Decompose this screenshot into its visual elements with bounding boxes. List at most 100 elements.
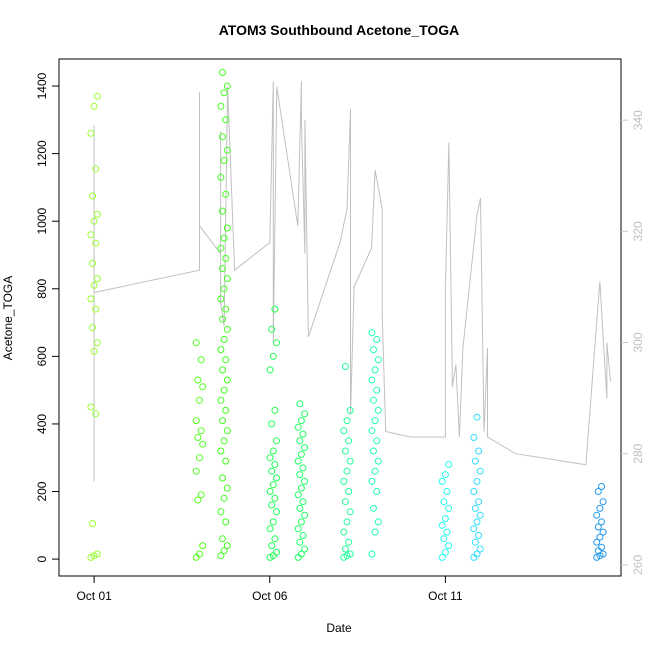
data-point bbox=[223, 376, 231, 384]
data-point bbox=[475, 447, 483, 455]
data-point bbox=[371, 467, 379, 475]
data-point bbox=[197, 427, 205, 435]
data-point bbox=[440, 498, 448, 506]
data-point bbox=[471, 457, 479, 465]
data-point bbox=[219, 474, 226, 482]
data-point bbox=[222, 518, 230, 526]
data-point bbox=[90, 217, 98, 225]
data-point bbox=[194, 496, 202, 504]
data-point bbox=[219, 366, 226, 374]
data-point bbox=[222, 457, 230, 465]
y2-tick-label: 300 bbox=[631, 332, 645, 352]
data-point bbox=[473, 518, 481, 526]
data-point bbox=[268, 542, 276, 550]
data-point bbox=[222, 356, 230, 364]
y-tick-label: 1000 bbox=[35, 208, 49, 235]
x-tick-label: Oct 06 bbox=[252, 589, 288, 603]
data-point bbox=[90, 281, 98, 289]
data-point bbox=[199, 440, 207, 448]
data-point bbox=[273, 339, 280, 347]
data-point bbox=[346, 508, 354, 516]
data-point bbox=[445, 542, 453, 550]
data-point bbox=[194, 434, 202, 441]
data-point bbox=[301, 410, 309, 418]
data-point bbox=[370, 346, 377, 354]
data-point bbox=[220, 437, 228, 445]
y2-tick-label: 280 bbox=[631, 443, 645, 463]
y2-tick-label: 320 bbox=[631, 221, 645, 241]
data-point bbox=[371, 528, 379, 536]
data-point bbox=[217, 346, 225, 354]
data-point bbox=[374, 356, 382, 364]
data-point bbox=[345, 488, 353, 495]
data-point bbox=[596, 504, 604, 512]
data-point bbox=[299, 464, 307, 472]
axes-layer: Oct 01 Oct 06 Oct 11 0 200 400 600 800 1000 1200 1… bbox=[35, 72, 645, 603]
data-point bbox=[266, 525, 274, 533]
data-point bbox=[192, 467, 200, 475]
y-tick-label: 800 bbox=[35, 278, 49, 298]
data-point bbox=[219, 133, 226, 141]
data-point bbox=[92, 239, 100, 247]
data-point bbox=[294, 423, 302, 431]
data-point bbox=[219, 69, 226, 76]
y2-tick-label: 340 bbox=[631, 110, 645, 130]
data-point bbox=[93, 275, 101, 283]
data-point bbox=[220, 156, 228, 164]
data-point bbox=[223, 224, 231, 232]
data-point bbox=[271, 305, 279, 313]
data-point bbox=[343, 518, 351, 526]
secondary-line-layer bbox=[93, 81, 611, 482]
data-point bbox=[341, 498, 349, 506]
x-axis-title: Date bbox=[326, 621, 352, 635]
data-point bbox=[445, 504, 453, 512]
data-point bbox=[220, 89, 228, 97]
data-point bbox=[470, 525, 478, 533]
data-point bbox=[266, 488, 274, 495]
data-point bbox=[368, 427, 376, 435]
data-point bbox=[440, 535, 448, 543]
data-point bbox=[441, 471, 449, 479]
y-axis-title: Acetone_TOGA bbox=[1, 276, 15, 361]
data-point bbox=[93, 550, 101, 558]
data-point bbox=[441, 515, 449, 523]
data-point bbox=[343, 417, 351, 425]
y2-tick-label: 260 bbox=[631, 555, 645, 575]
data-point bbox=[345, 437, 353, 445]
data-point bbox=[368, 329, 376, 337]
data-point bbox=[473, 477, 481, 485]
data-point bbox=[341, 363, 349, 370]
data-point bbox=[271, 535, 279, 543]
data-point bbox=[199, 383, 207, 391]
data-point bbox=[599, 550, 607, 558]
data-point bbox=[199, 542, 207, 550]
data-point bbox=[223, 275, 231, 283]
data-point bbox=[271, 494, 279, 502]
data-point bbox=[219, 535, 226, 543]
data-point bbox=[598, 518, 605, 526]
y-tick-label: 200 bbox=[35, 481, 49, 501]
data-point bbox=[269, 352, 277, 360]
data-point bbox=[340, 427, 348, 435]
data-point bbox=[475, 498, 483, 506]
data-point bbox=[296, 504, 304, 512]
y-tick-label: 600 bbox=[35, 346, 49, 366]
data-point bbox=[266, 366, 274, 374]
data-point bbox=[346, 550, 354, 558]
data-point bbox=[196, 396, 203, 404]
data-point bbox=[222, 305, 230, 313]
data-point bbox=[273, 474, 280, 482]
data-point bbox=[301, 477, 309, 485]
data-point bbox=[269, 481, 277, 489]
data-point bbox=[266, 454, 274, 462]
data-point bbox=[92, 165, 100, 173]
data-point bbox=[473, 413, 481, 421]
data-point bbox=[222, 406, 230, 414]
data-point bbox=[301, 545, 309, 553]
data-point bbox=[438, 521, 446, 529]
data-point bbox=[219, 265, 226, 272]
data-point bbox=[299, 430, 307, 438]
data-point bbox=[374, 457, 382, 465]
data-point bbox=[220, 336, 228, 343]
